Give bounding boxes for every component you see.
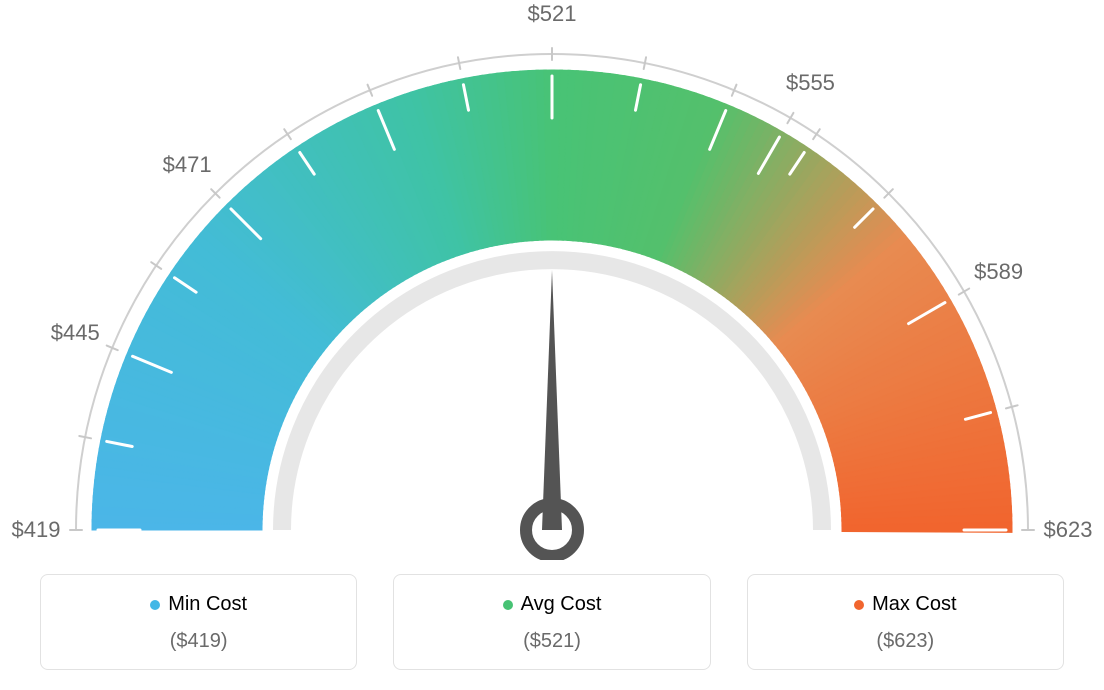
legend-label-max: Max Cost	[872, 593, 956, 616]
gauge-chart: $419 $445 $471 $521 $555 $589 $623	[0, 0, 1104, 560]
gauge-tick-label: $589	[974, 259, 1023, 285]
legend-title-min: Min Cost	[150, 593, 247, 616]
gauge-svg	[0, 0, 1104, 560]
gauge-tick-label: $555	[786, 70, 835, 96]
gauge-tick-label: $445	[51, 320, 100, 346]
legend-row: Min Cost ($419) Avg Cost ($521) Max Cost…	[0, 574, 1104, 670]
gauge-tick-label: $419	[12, 517, 61, 543]
legend-label-avg: Avg Cost	[521, 593, 602, 616]
legend-box-avg: Avg Cost ($521)	[393, 574, 710, 670]
legend-box-max: Max Cost ($623)	[747, 574, 1064, 670]
gauge-tick-label: $623	[1044, 517, 1093, 543]
gauge-tick-label: $471	[163, 152, 212, 178]
legend-label-min: Min Cost	[168, 593, 247, 616]
legend-dot-max	[854, 600, 864, 610]
gauge-tick-label: $521	[528, 1, 577, 27]
legend-title-avg: Avg Cost	[503, 593, 602, 616]
legend-value-min: ($419)	[51, 630, 346, 653]
legend-value-max: ($623)	[758, 630, 1053, 653]
legend-box-min: Min Cost ($419)	[40, 574, 357, 670]
legend-dot-min	[150, 600, 160, 610]
legend-dot-avg	[503, 600, 513, 610]
legend-title-max: Max Cost	[854, 593, 956, 616]
legend-value-avg: ($521)	[404, 630, 699, 653]
